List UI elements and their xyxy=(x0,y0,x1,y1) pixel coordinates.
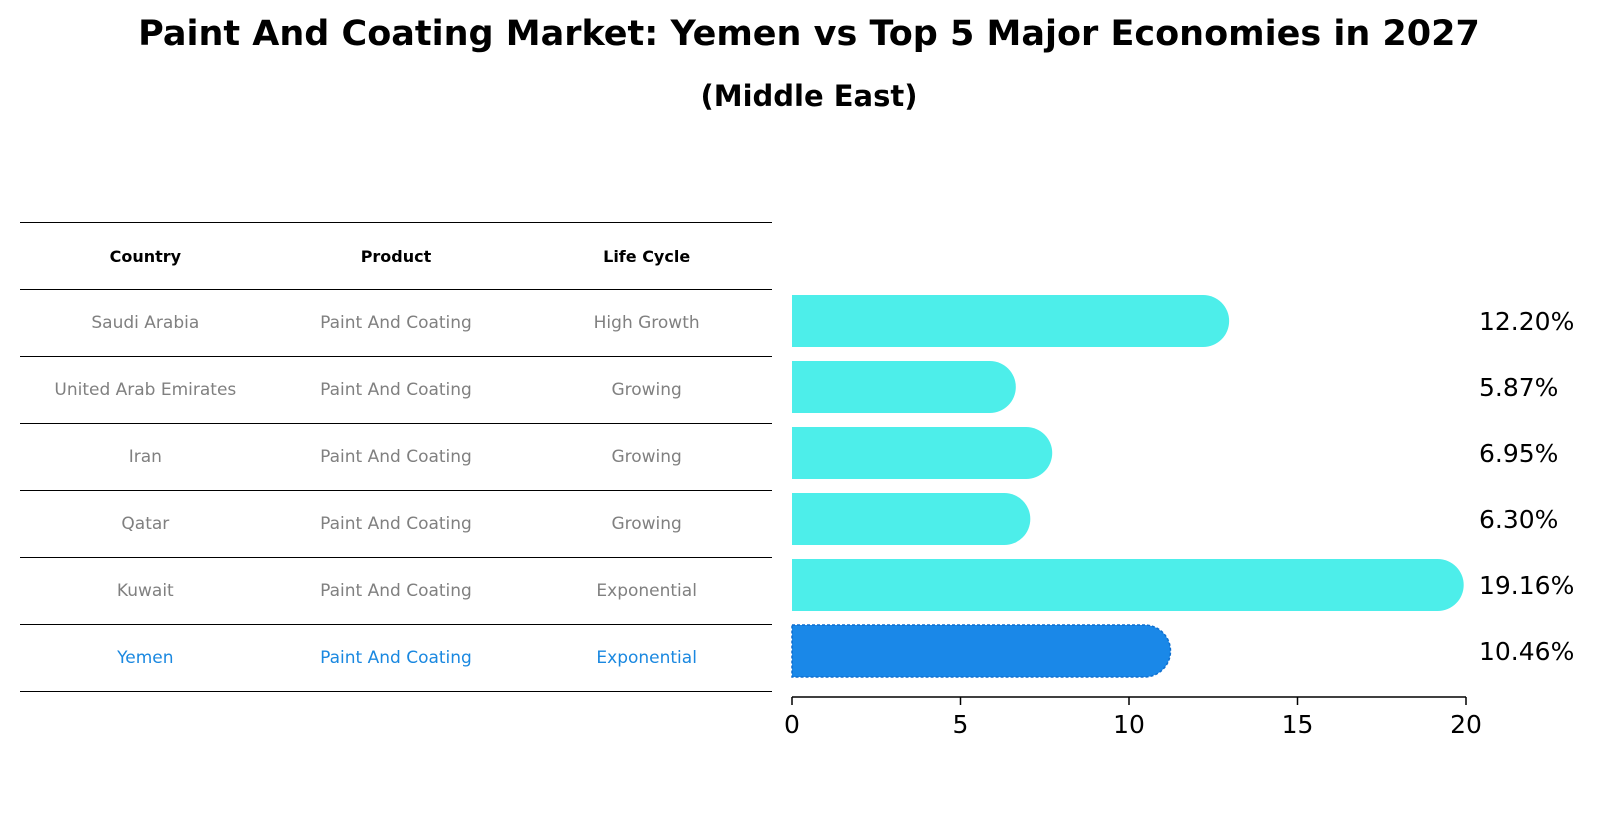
cell-life-cycle: Growing xyxy=(521,356,772,424)
chart-title: Paint And Coating Market: Yemen vs Top 5… xyxy=(138,14,1480,54)
cell-product: Paint And Coating xyxy=(270,289,522,357)
table-row: United Arab Emirates Paint And Coating G… xyxy=(20,356,772,424)
cell-country: Kuwait xyxy=(20,557,271,625)
bar xyxy=(792,361,1016,413)
chart-subtitle: (Middle East) xyxy=(700,79,918,113)
bar-highlight-outline xyxy=(791,624,1172,678)
header-country: Country xyxy=(20,222,271,290)
bar-value-label: 6.95% xyxy=(1479,439,1558,468)
cell-product: Paint And Coating xyxy=(270,490,522,558)
cell-country: United Arab Emirates xyxy=(20,356,271,424)
cell-product: Paint And Coating xyxy=(270,557,522,625)
bar-value-label: 10.46% xyxy=(1479,637,1574,666)
table-row-highlight: Yemen Paint And Coating Exponential xyxy=(20,624,772,692)
cell-country: Yemen xyxy=(20,624,271,692)
table-row: Qatar Paint And Coating Growing xyxy=(20,490,772,558)
bar-value-label: 5.87% xyxy=(1479,373,1558,402)
cell-life-cycle: Exponential xyxy=(521,624,772,692)
x-tick-label: 5 xyxy=(953,710,969,739)
table-row: Saudi Arabia Paint And Coating High Grow… xyxy=(20,289,772,357)
bar-value-label: 12.20% xyxy=(1479,307,1574,336)
cell-life-cycle: High Growth xyxy=(521,289,772,357)
cell-country: Qatar xyxy=(20,490,271,558)
cell-life-cycle: Exponential xyxy=(521,557,772,625)
bar xyxy=(792,559,1464,611)
x-tick-label: 20 xyxy=(1450,710,1482,739)
bar xyxy=(792,493,1031,545)
cell-product: Paint And Coating xyxy=(270,423,522,491)
table-row: Iran Paint And Coating Growing xyxy=(20,423,772,491)
header-product: Product xyxy=(270,222,522,290)
bar xyxy=(792,427,1053,479)
x-tick-label: 0 xyxy=(784,710,800,739)
bar-value-label: 6.30% xyxy=(1479,505,1558,534)
cell-life-cycle: Growing xyxy=(521,490,772,558)
bar-value-label: 19.16% xyxy=(1479,571,1574,600)
cell-life-cycle: Growing xyxy=(521,423,772,491)
header-life-cycle: Life Cycle xyxy=(521,222,772,290)
country-table: Country Product Life Cycle Saudi Arabia … xyxy=(20,222,772,692)
x-tick-label: 15 xyxy=(1282,710,1314,739)
cell-product: Paint And Coating xyxy=(270,624,522,692)
table-row: Kuwait Paint And Coating Exponential xyxy=(20,557,772,625)
cell-country: Saudi Arabia xyxy=(20,289,271,357)
x-tick-label: 10 xyxy=(1113,710,1145,739)
bar-highlight xyxy=(792,625,1171,677)
bar xyxy=(792,295,1230,347)
cell-country: Iran xyxy=(20,423,271,491)
table-header-row: Country Product Life Cycle xyxy=(20,222,772,290)
cell-product: Paint And Coating xyxy=(270,356,522,424)
